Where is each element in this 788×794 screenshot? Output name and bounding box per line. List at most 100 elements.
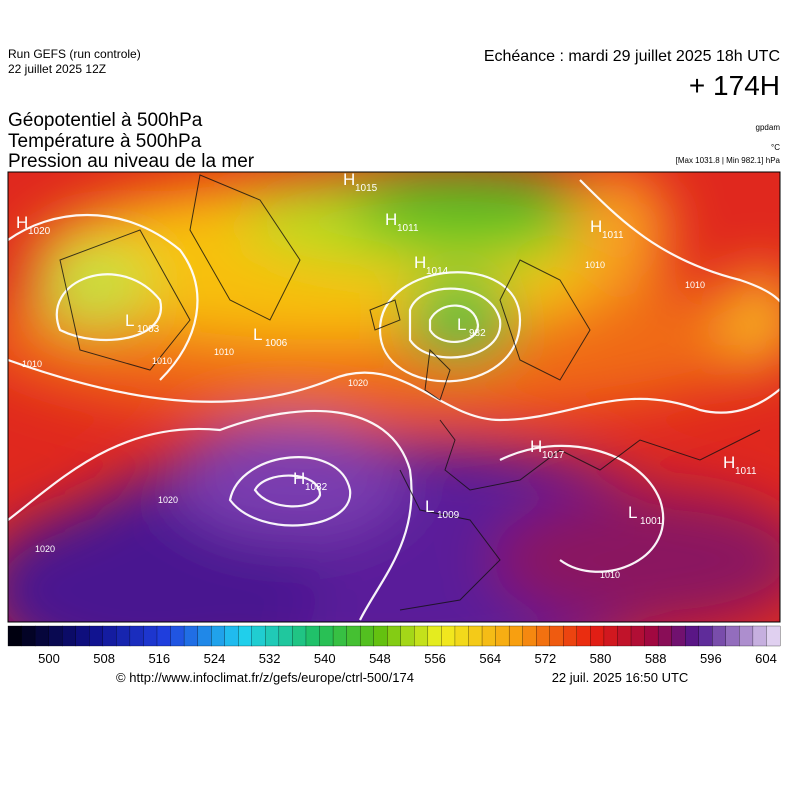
isobar-label: 1010 [22, 359, 42, 369]
center-value: 1017 [542, 450, 565, 461]
colorbar-swatch [766, 625, 781, 647]
echeance: Echéance : mardi 29 juillet 2025 18h UTC [484, 48, 780, 65]
colorbar-swatch [617, 625, 632, 647]
colorbar-swatch [197, 625, 212, 647]
colorbar-tick-label: 564 [479, 651, 501, 666]
colorbar-tick-label: 548 [369, 651, 391, 666]
colorbar-swatch [522, 625, 537, 647]
unit: °C [771, 143, 780, 152]
colorbar-swatch [359, 625, 375, 647]
run-date: 22 juillet 2025 12Z [8, 62, 106, 76]
run-label: Run GEFS (run controle) [8, 47, 141, 61]
colorbar-swatch [21, 625, 36, 647]
colorbar-tick-label: 572 [535, 651, 557, 666]
colorbar: 500 508 516 524 532 540 548 556 564 572 580 588 596 6… [7, 625, 781, 666]
isobar-label: 1020 [158, 495, 178, 505]
colorbar-tick-label: 596 [700, 651, 722, 666]
unit: gpdam [756, 123, 781, 132]
colorbar-swatch [454, 625, 469, 647]
center-value: 1006 [265, 338, 288, 349]
colorbar-swatch [251, 625, 266, 647]
colorbar-swatch [62, 625, 77, 647]
center-value: 1009 [437, 510, 460, 521]
colorbar-swatch [34, 625, 50, 647]
colorbar-swatch [319, 625, 334, 647]
center-value: 1011 [735, 466, 757, 477]
colorbar-swatch [441, 625, 456, 647]
center-kind: H [16, 213, 28, 232]
colorbar-swatch [129, 625, 144, 647]
colorbar-swatch [305, 625, 320, 647]
colorbar-swatch [698, 625, 713, 647]
isobar-label: 1020 [35, 544, 55, 554]
colorbar-swatch [373, 625, 388, 647]
colorbar-swatch [89, 625, 104, 647]
center-kind: H [385, 210, 397, 229]
colorbar-tick-label: 580 [590, 651, 612, 666]
colorbar-swatch [265, 625, 280, 647]
colorbar-swatch [563, 625, 578, 647]
center-kind: L [125, 311, 134, 330]
map [8, 172, 780, 622]
center-kind: L [457, 315, 466, 334]
center-kind: H [590, 217, 602, 236]
colorbar-swatch [576, 625, 591, 647]
colorbar-swatch [183, 625, 199, 647]
center-value: 1011 [397, 223, 419, 234]
colorbar-swatch [657, 625, 673, 647]
center-value: 982 [469, 328, 486, 339]
field-name: Température à 500hPa [8, 131, 202, 152]
colorbar-swatch [224, 625, 239, 647]
colorbar-tick-label: 500 [38, 651, 60, 666]
colorbar-swatch [590, 625, 605, 647]
center-kind: H [343, 170, 355, 189]
map-frame [7, 171, 781, 623]
colorbar-swatch [414, 625, 429, 647]
colorbar-swatch [671, 625, 686, 647]
center-value: 1032 [305, 482, 328, 493]
colorbar-swatch [332, 625, 348, 647]
colorbar-swatch [685, 625, 700, 647]
colorbar-swatch [495, 625, 510, 647]
colorbar-swatch [603, 625, 618, 647]
colorbar-swatch [725, 625, 740, 647]
colorbar-tick-label: 524 [204, 651, 226, 666]
colorbar-swatch [292, 625, 307, 647]
isobar-label: 1010 [214, 347, 234, 357]
colorbar-swatch [630, 625, 646, 647]
colorbar-tick-label: 556 [424, 651, 446, 666]
colorbar-tick-label: 604 [755, 651, 777, 666]
colorbar-swatch [48, 625, 63, 647]
unit: [Max 1031.8 | Min 982.1] hPa [676, 156, 781, 165]
center-value: 1015 [355, 183, 378, 194]
colorbar-swatch [102, 625, 117, 647]
isobar-label: 1010 [600, 570, 620, 580]
center-kind: L [425, 497, 434, 516]
colorbar-swatch [170, 625, 185, 647]
isobar-label: 1010 [152, 356, 172, 366]
colorbar-swatch [116, 625, 131, 647]
source: © http://www.infoclimat.fr/z/gefs/europe… [116, 670, 414, 685]
colorbar-swatch [752, 625, 767, 647]
center-value: 1014 [426, 266, 449, 277]
isobar-label: 1010 [685, 280, 705, 290]
center-kind: H [414, 253, 426, 272]
colorbar-swatch [427, 625, 442, 647]
colorbar-swatch [400, 625, 415, 647]
colorbar-swatch [739, 625, 754, 647]
issued: 22 juil. 2025 16:50 UTC [552, 670, 689, 685]
colorbar-swatch [75, 625, 90, 647]
center-value: 1020 [28, 226, 51, 237]
center-kind: H [293, 469, 305, 488]
colorbar-swatch [644, 625, 659, 647]
colorbar-swatch [211, 625, 226, 647]
colorbar-swatch [346, 625, 361, 647]
colorbar-swatch [387, 625, 402, 647]
colorbar-swatch [536, 625, 551, 647]
isobar-label: 1010 [585, 260, 605, 270]
field-name: Géopotentiel à 500hPa [8, 110, 203, 131]
colorbar-swatch [481, 625, 497, 647]
colorbar-tick-label: 540 [314, 651, 336, 666]
